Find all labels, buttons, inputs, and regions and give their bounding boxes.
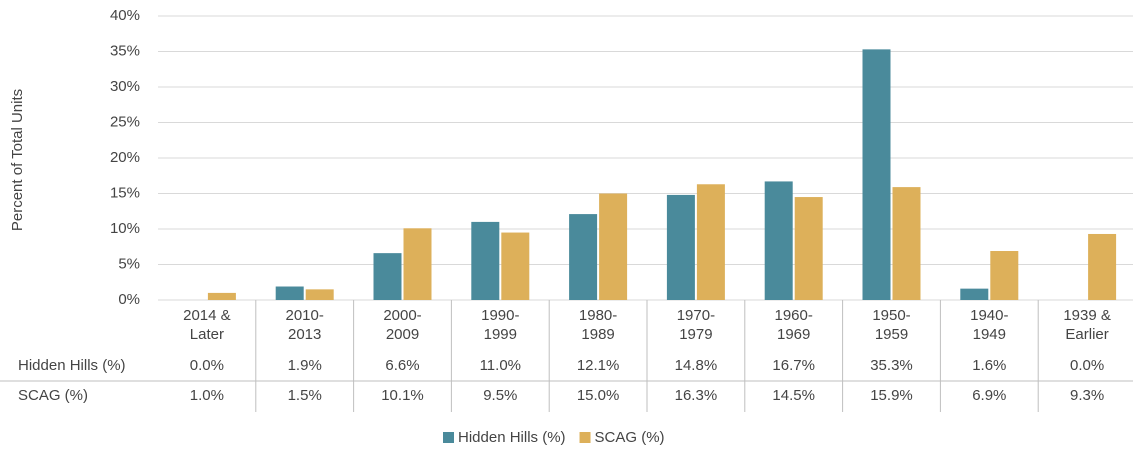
- y-tick-label: 25%: [110, 113, 140, 130]
- table-value: 35.3%: [870, 357, 913, 374]
- y-axis-label: Percent of Total Units: [9, 89, 26, 231]
- x-tick-label: 2014 & Later: [183, 307, 231, 343]
- table-value: 12.1%: [577, 357, 620, 374]
- table-value: 1.6%: [972, 357, 1006, 374]
- table-value: 0.0%: [1070, 357, 1104, 374]
- x-tick-label: 1939 & Earlier: [1063, 307, 1111, 343]
- table-value: 1.0%: [190, 387, 224, 404]
- bar: [207, 292, 236, 300]
- table-value: 9.5%: [483, 387, 517, 404]
- x-tick-label: 1980-1989: [579, 307, 617, 343]
- bar: [403, 228, 432, 300]
- table-value: 10.1%: [381, 387, 424, 404]
- bar: [275, 286, 304, 300]
- table-value: 6.9%: [972, 387, 1006, 404]
- x-tick-label: 1950-1959: [872, 307, 910, 343]
- bar: [599, 193, 628, 300]
- legend-label: SCAG (%): [595, 429, 665, 446]
- table-value: 0.0%: [190, 357, 224, 374]
- bar: [666, 194, 695, 300]
- bar: [1088, 233, 1117, 300]
- bar: [990, 251, 1019, 300]
- row-label: SCAG (%): [18, 387, 88, 404]
- legend-swatch: [443, 432, 454, 443]
- y-tick-label: 5%: [118, 255, 140, 272]
- x-tick-label: 1970-1979: [677, 307, 715, 343]
- bar: [305, 289, 334, 300]
- x-tick-label: 2010-2013: [286, 307, 324, 343]
- table-value: 15.9%: [870, 387, 913, 404]
- bar: [373, 253, 402, 300]
- x-tick-label: 2000-2009: [383, 307, 421, 343]
- y-tick-label: 20%: [110, 149, 140, 166]
- y-tick-label: 30%: [110, 78, 140, 95]
- bar: [501, 232, 530, 300]
- bar: [862, 49, 891, 301]
- legend-label: Hidden Hills (%): [458, 429, 566, 446]
- x-tick-label: 1940-1949: [970, 307, 1008, 343]
- table-value: 14.8%: [675, 357, 718, 374]
- bar: [764, 181, 793, 300]
- y-tick-label: 35%: [110, 42, 140, 59]
- bar: [960, 288, 989, 300]
- table-value: 14.5%: [772, 387, 815, 404]
- y-tick-label: 15%: [110, 184, 140, 201]
- bar: [471, 221, 500, 300]
- y-tick-label: 40%: [110, 7, 140, 24]
- legend-swatch: [579, 432, 591, 443]
- x-tick-label: 1960-1969: [775, 307, 813, 343]
- bar: [569, 214, 598, 300]
- bar: [892, 187, 921, 300]
- x-tick-label: 1990-1999: [481, 307, 519, 343]
- table-value: 15.0%: [577, 387, 620, 404]
- y-tick-label: 10%: [110, 220, 140, 237]
- table-value: 9.3%: [1070, 387, 1104, 404]
- bar: [696, 184, 725, 300]
- y-tick-label: 0%: [118, 291, 140, 308]
- table-value: 11.0%: [480, 357, 521, 374]
- bar: [794, 197, 823, 300]
- row-label: Hidden Hills (%): [18, 357, 126, 374]
- table-value: 16.7%: [772, 357, 815, 374]
- table-value: 1.5%: [288, 387, 322, 404]
- table-value: 1.9%: [288, 357, 322, 374]
- table-value: 6.6%: [385, 357, 419, 374]
- table-value: 16.3%: [675, 387, 718, 404]
